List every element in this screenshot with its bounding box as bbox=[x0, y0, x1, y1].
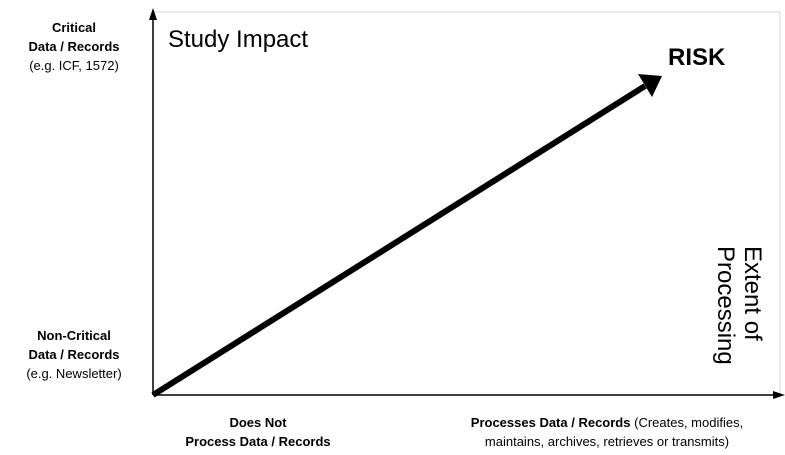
y-top-line2: Data / Records bbox=[28, 39, 120, 54]
y-top-example: (e.g. ICF, 1572) bbox=[29, 58, 119, 73]
y-bottom-line1: Non-Critical bbox=[37, 328, 111, 343]
x-right-rest: (Creates, modifies, bbox=[634, 415, 744, 430]
x-left-line1: Does Not bbox=[229, 415, 287, 430]
x-axis-right-label: Processes Data / Records (Creates, modif… bbox=[432, 413, 782, 451]
x-axis-arrowhead bbox=[773, 391, 785, 399]
x-right-line2: maintains, archives, retrieves or transm… bbox=[484, 434, 730, 449]
y-axis-bottom-label: Non-Critical Data / Records (e.g. Newsle… bbox=[0, 326, 148, 383]
y-axis-arrowhead bbox=[149, 8, 157, 20]
x-left-line2: Process Data / Records bbox=[185, 434, 331, 449]
x-right-bold: Processes Data / Records bbox=[470, 415, 631, 430]
x-right-line1: Processes Data / Records (Creates, modif… bbox=[432, 413, 782, 432]
x-title-line2: Processing bbox=[712, 246, 739, 365]
y-bottom-example: (e.g. Newsletter) bbox=[26, 366, 122, 381]
y-axis-title: Study Impact bbox=[168, 26, 309, 53]
risk-arrow-line bbox=[151, 83, 647, 398]
y-top-line1: Critical bbox=[51, 20, 97, 35]
x-axis-left-label: Does Not Process Data / Records bbox=[128, 413, 388, 451]
x-title-line1: Extent of bbox=[739, 246, 766, 341]
y-bottom-line2: Data / Records bbox=[28, 347, 120, 362]
risk-label: RISK bbox=[668, 44, 726, 71]
risk-arrowhead bbox=[638, 74, 662, 97]
y-axis-top-label: Critical Data / Records (e.g. ICF, 1572) bbox=[0, 18, 148, 75]
x-axis-title: Extent of Processing bbox=[712, 246, 766, 365]
